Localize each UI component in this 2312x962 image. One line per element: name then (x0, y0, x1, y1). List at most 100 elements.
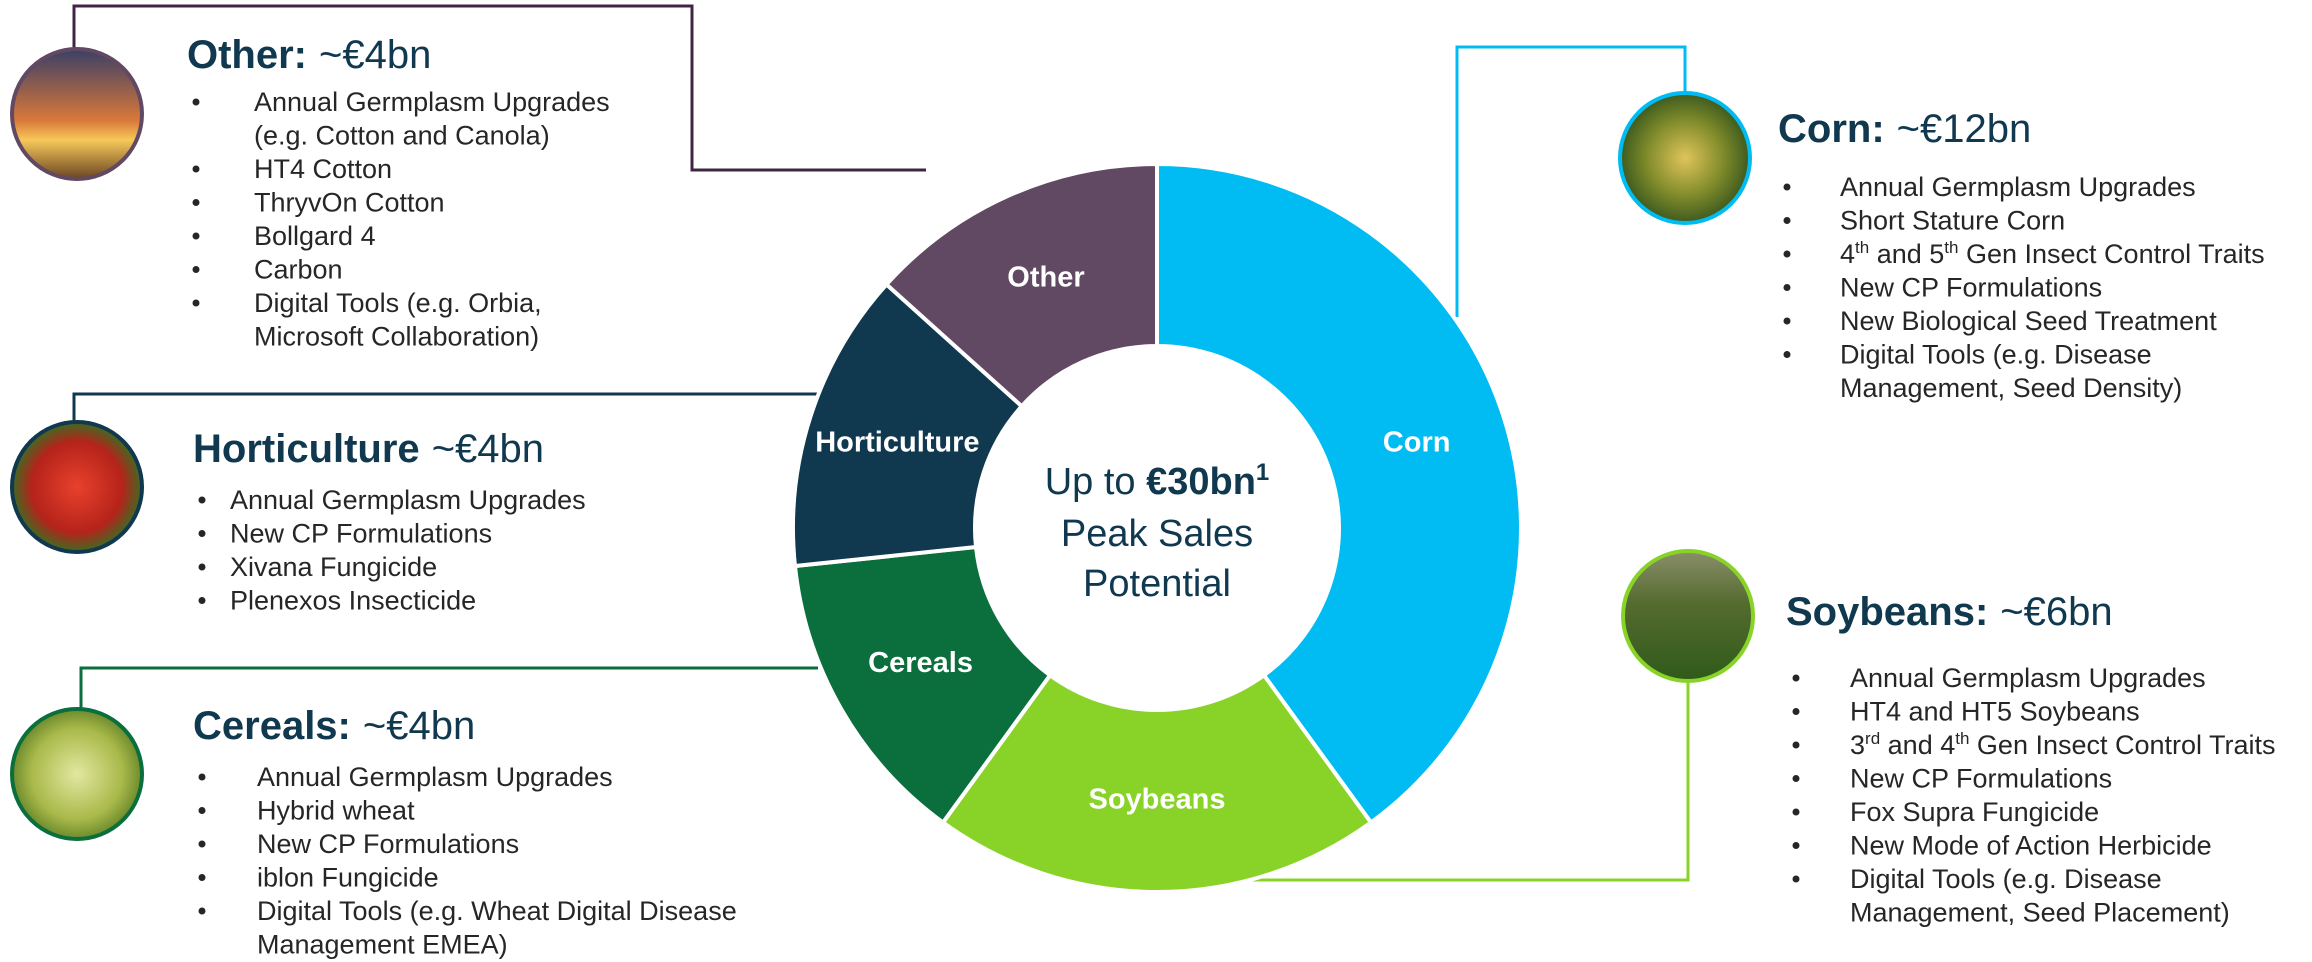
list-item: New CP Formulations (1840, 273, 2102, 303)
bullet (199, 530, 206, 537)
list-item: Hybrid wheat (257, 796, 415, 826)
heading-name: Cereals: (193, 704, 351, 748)
heading-value: ~€6bn (2000, 590, 2112, 634)
heading-name: Horticulture (193, 427, 420, 471)
list-item: Management, Seed Density) (1840, 373, 2182, 403)
list-item: iblon Fungicide (257, 863, 439, 893)
bullet (193, 266, 200, 273)
text-run: Gen Insect Control Traits (1958, 239, 2264, 269)
list-item: Annual Germplasm Upgrades (257, 762, 613, 792)
list-item: HT4 Cotton (254, 154, 392, 184)
bullet (1784, 217, 1791, 224)
list-item: Plenexos Insecticide (230, 586, 476, 616)
bullet (199, 564, 206, 571)
heading: Cereals: ~€4bn (193, 704, 475, 748)
text-run: Gen Insect Control Traits (1969, 730, 2275, 760)
bullet (1793, 775, 1800, 782)
bullet (1784, 284, 1791, 291)
bullet (199, 874, 206, 881)
list-item: Bollgard 4 (254, 221, 376, 251)
bullet (193, 233, 200, 240)
heading-value: ~€4bn (363, 704, 475, 748)
list-item: Annual Germplasm Upgrades (1850, 663, 2206, 693)
slice-label: Soybeans (1089, 784, 1226, 816)
bullet (193, 166, 200, 173)
bullet (1793, 842, 1800, 849)
list-item: New Biological Seed Treatment (1840, 306, 2217, 336)
bullet (193, 99, 200, 106)
list-item: Digital Tools (e.g. Orbia, (254, 288, 542, 318)
list-item: New CP Formulations (230, 519, 492, 549)
superscript: rd (1865, 729, 1880, 748)
bullet (199, 908, 206, 915)
bullet (1793, 809, 1800, 816)
text-run: 3 (1850, 730, 1865, 760)
list-item: Microsoft Collaboration) (254, 322, 539, 352)
bullet (193, 300, 200, 307)
chart: Corn Soybeans Cereals Horticulture Other Up t… (0, 0, 2312, 962)
photo (12, 422, 142, 552)
list-item: 3rd and 4th Gen Insect Control Traits (1850, 729, 2276, 760)
list-item: HT4 and HT5 Soybeans (1850, 697, 2140, 727)
list-item: Management EMEA) (257, 930, 508, 960)
heading: Other: ~€4bn (187, 33, 431, 77)
list-item: New CP Formulations (1850, 764, 2112, 794)
list-item: Digital Tools (e.g. Wheat Digital Diseas… (257, 896, 737, 926)
center-text: Up to €30bn1 (1045, 459, 1270, 503)
bullet (199, 597, 206, 604)
photo (1623, 551, 1753, 681)
text-run: 4 (1840, 239, 1855, 269)
heading: Soybeans: ~€6bn (1786, 590, 2113, 634)
center-prefix: Up to (1045, 461, 1146, 503)
list-item: New Mode of Action Herbicide (1850, 831, 2212, 861)
heading-value: ~€12bn (1897, 107, 2032, 151)
bullet (1784, 318, 1791, 325)
center-text: Potential (1083, 563, 1231, 605)
bullet (199, 807, 206, 814)
list-item: Annual Germplasm Upgrades (254, 87, 610, 117)
bullet (1793, 708, 1800, 715)
list-item: ThryvOn Cotton (254, 188, 445, 218)
slice-label: Cereals (868, 647, 973, 679)
heading-name: Soybeans: (1786, 590, 1988, 634)
slice-label: Horticulture (815, 426, 979, 458)
bullet (1793, 742, 1800, 749)
center-value: €30bn (1146, 461, 1256, 503)
heading: Horticulture ~€4bn (193, 427, 544, 471)
heading-value: ~€4bn (432, 427, 544, 471)
text-run: and 4 (1880, 730, 1955, 760)
bullet (1793, 675, 1800, 682)
bullet (199, 841, 206, 848)
bullet (199, 497, 206, 504)
superscript: th (1855, 238, 1869, 257)
heading-value: ~€4bn (319, 33, 431, 77)
list-item: Management, Seed Placement) (1850, 898, 2230, 928)
superscript: th (1944, 238, 1958, 257)
heading: Corn: ~€12bn (1778, 107, 2031, 151)
photo (1620, 93, 1750, 223)
photo (12, 709, 142, 839)
bullet (1793, 876, 1800, 883)
list-item: New CP Formulations (257, 829, 519, 859)
list-item: Short Stature Corn (1840, 206, 2065, 236)
center-text: Peak Sales (1061, 513, 1253, 555)
bullet (1784, 251, 1791, 258)
heading-name: Corn: (1778, 107, 1885, 151)
list-item: Annual Germplasm Upgrades (230, 485, 586, 515)
list-item: Fox Supra Fungicide (1850, 797, 2099, 827)
connector (74, 394, 818, 424)
slice-label: Corn (1383, 426, 1451, 458)
list-item: Carbon (254, 255, 343, 285)
bullet (1784, 351, 1791, 358)
slice-label: Other (1007, 261, 1084, 293)
list-item: Digital Tools (e.g. Disease (1840, 340, 2152, 370)
list-item: Xivana Fungicide (230, 552, 437, 582)
bullet (193, 199, 200, 206)
text-run: and 5 (1869, 239, 1944, 269)
center-footnote: 1 (1256, 459, 1269, 486)
page: {"chart_data": { "type": "pie", "donut":… (0, 0, 2312, 962)
list-item: Annual Germplasm Upgrades (1840, 172, 2196, 202)
photo (12, 49, 142, 179)
bullet (199, 774, 206, 781)
heading-name: Other: (187, 33, 307, 77)
